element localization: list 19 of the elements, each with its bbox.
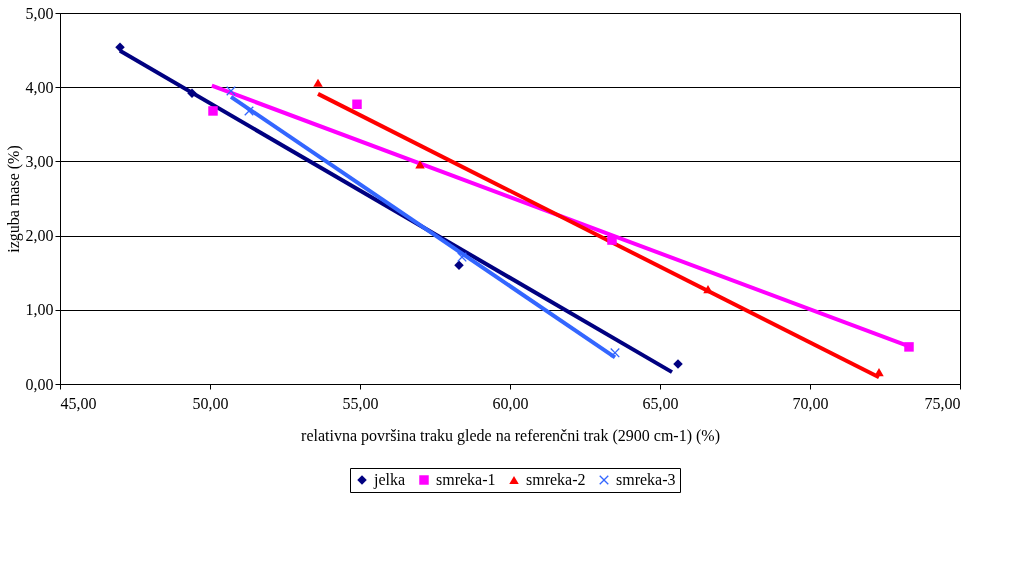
x-tick-label: 75,00 bbox=[924, 394, 961, 412]
x-tick-label: 70,00 bbox=[792, 394, 829, 412]
y-tick-label: 5,00 bbox=[25, 4, 54, 22]
x-tick-label: 50,00 bbox=[192, 394, 229, 412]
y-tick-label: 0,00 bbox=[25, 375, 54, 393]
x-tick-label: 60,00 bbox=[492, 394, 529, 412]
y-axis-title: izguba mase (%) bbox=[4, 145, 23, 253]
legend-label: smreka-2 bbox=[526, 471, 586, 488]
y-tick-label: 4,00 bbox=[25, 78, 54, 96]
x-tick-label: 45,00 bbox=[60, 394, 97, 412]
legend-label: jelka bbox=[373, 471, 406, 489]
legend-label: smreka-1 bbox=[436, 471, 496, 488]
x-axis-title: relativna površina traku glede na referenčni trak (2900 cm-1) (%) bbox=[301, 426, 720, 445]
legend-label: smreka-3 bbox=[616, 471, 676, 488]
y-tick-label: 2,00 bbox=[25, 227, 54, 245]
x-tick-label: 65,00 bbox=[642, 394, 679, 412]
x-tick-label: 55,00 bbox=[342, 394, 379, 412]
y-tick-label: 3,00 bbox=[25, 152, 54, 170]
y-tick-label: 1,00 bbox=[25, 301, 54, 319]
